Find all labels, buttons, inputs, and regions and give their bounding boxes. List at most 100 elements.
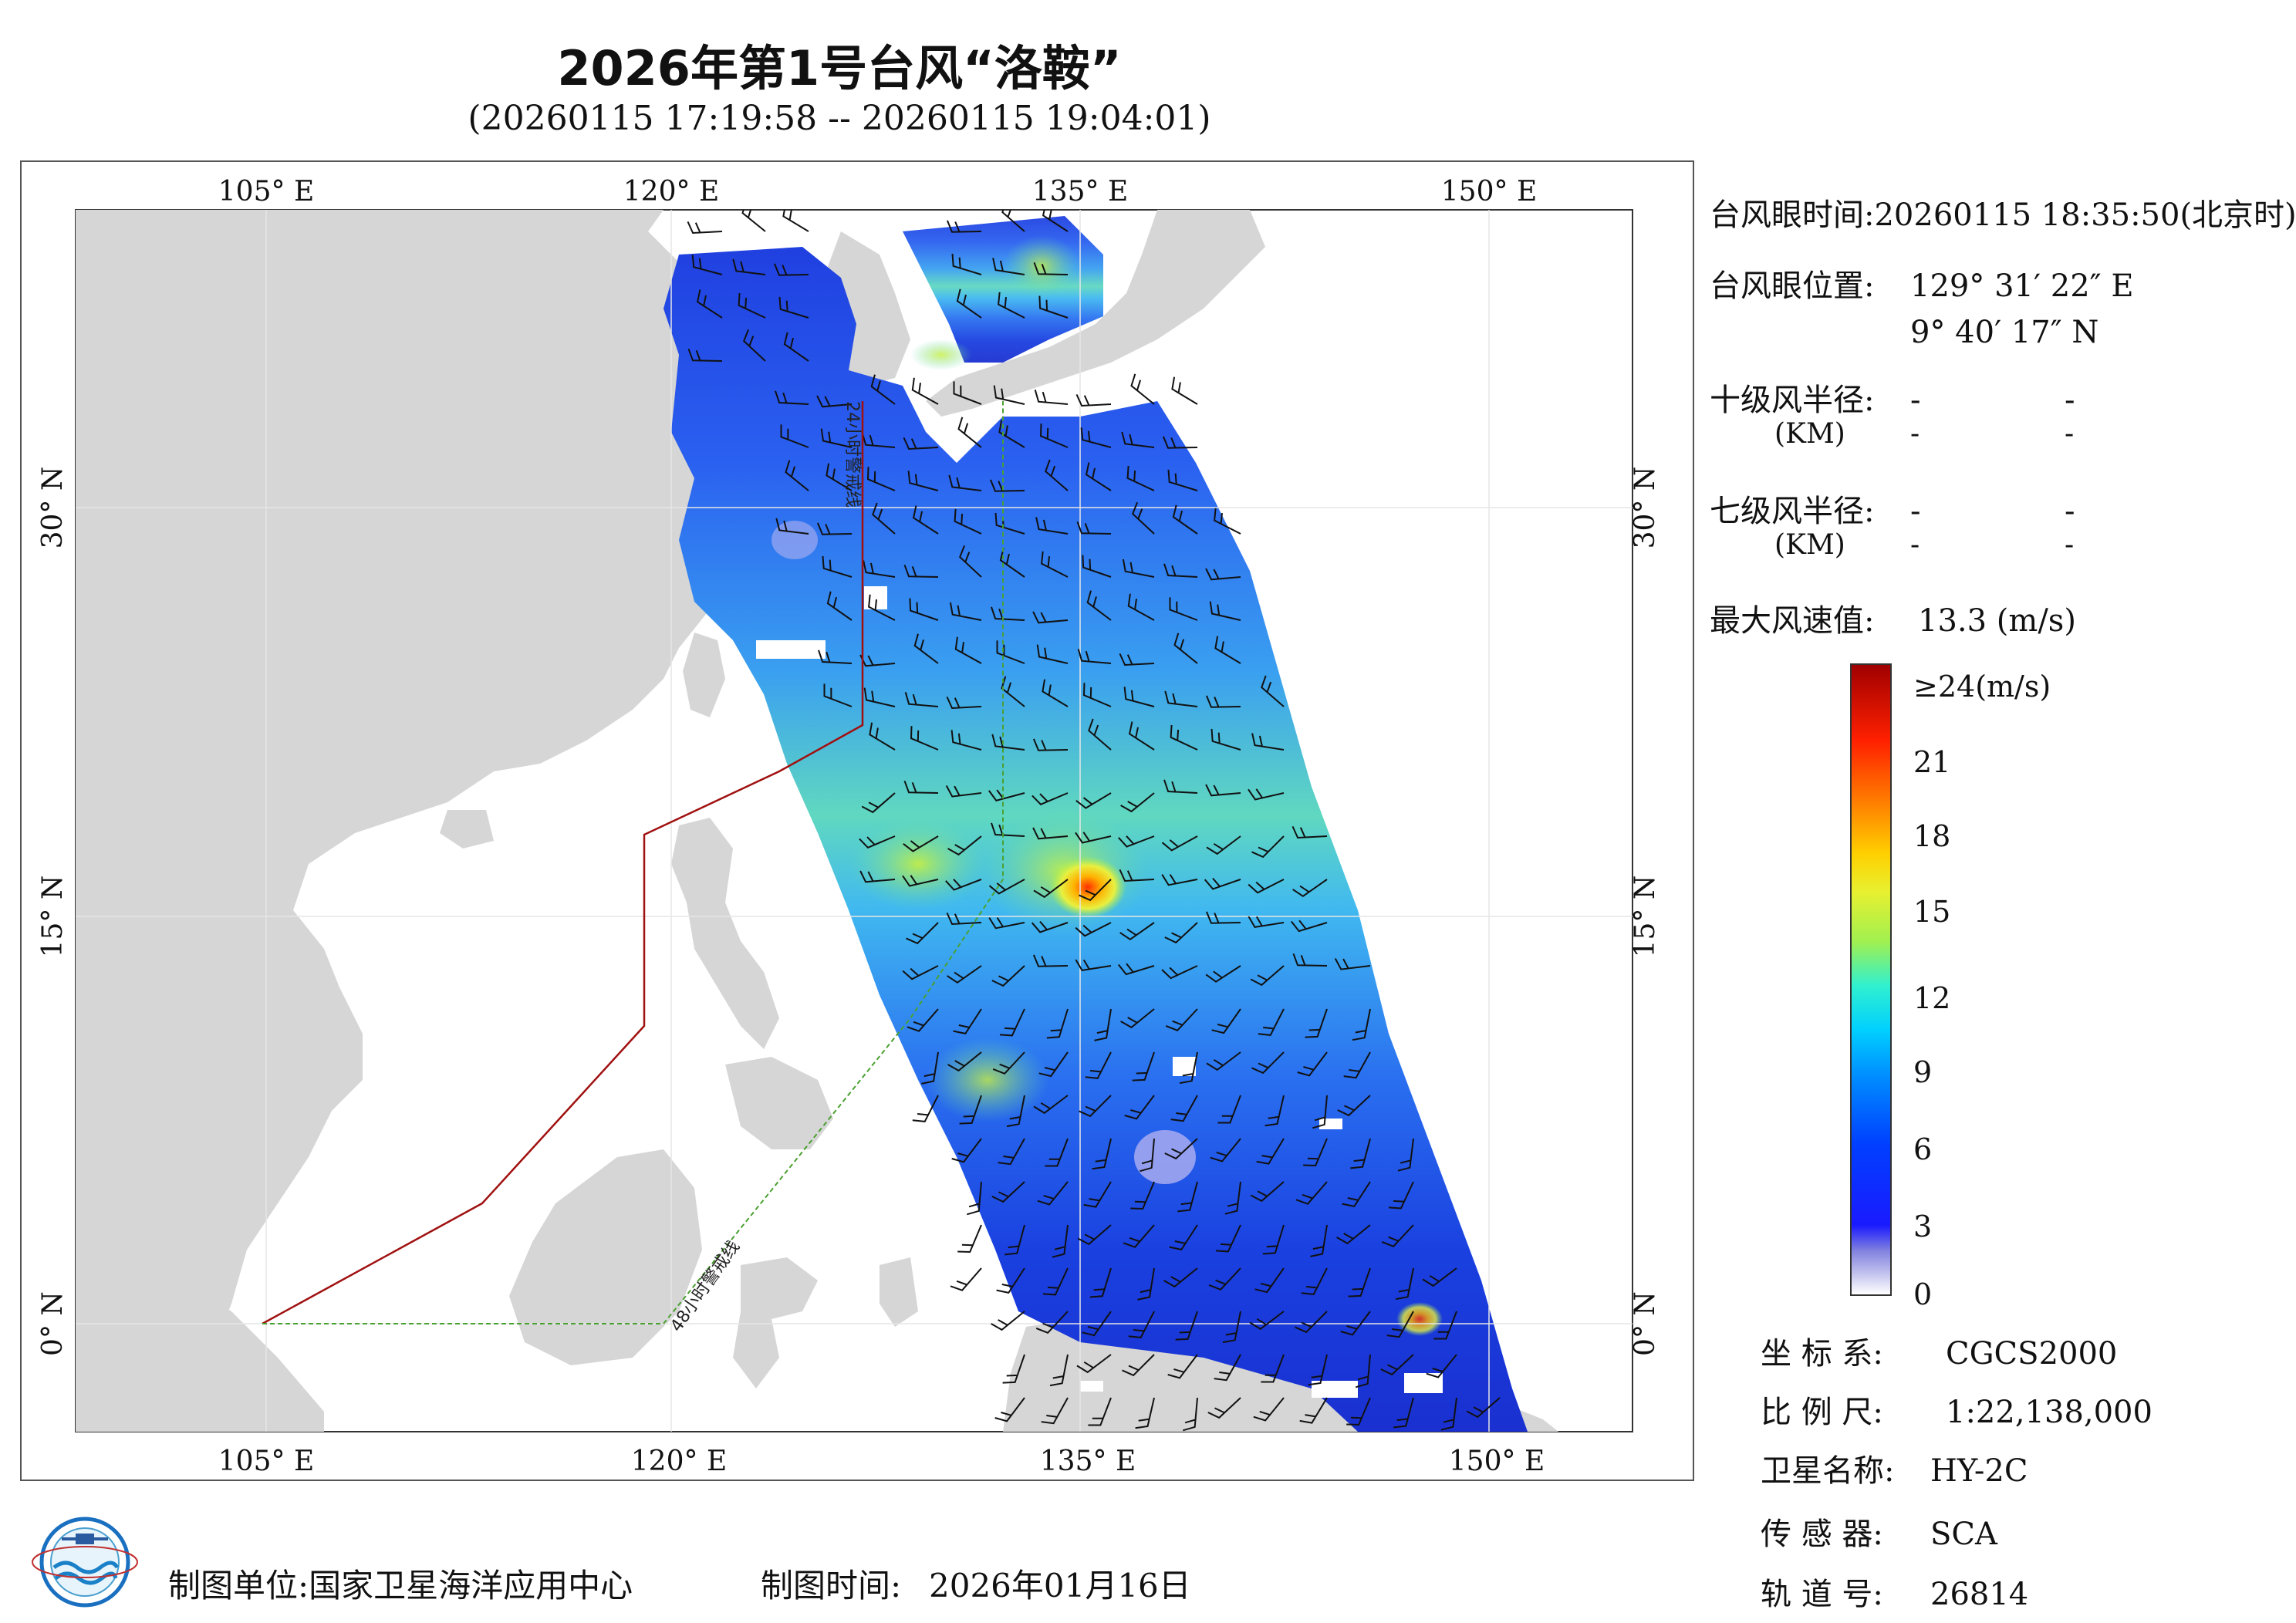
wind-barb [816,395,853,408]
wind-barb [1132,1051,1155,1081]
wind-barb [1035,1311,1069,1334]
wind-barb [1165,1008,1198,1031]
wind-barb [1082,1311,1112,1337]
wind-barb [1422,1267,1457,1287]
wind-barb [1205,965,1241,983]
wind-barb [988,917,1025,930]
wind-barb [1261,1354,1285,1383]
wind-barb [1297,1051,1328,1077]
satellite-value: HY-2C [1930,1453,2028,1489]
wind-barb [954,508,982,535]
wind-barb [1120,792,1155,813]
map-frame [20,160,1694,1481]
wind-barb [1466,1397,1501,1419]
wind-barb [1292,953,1328,967]
wind-barb [1254,1267,1285,1294]
wind-barb [1118,835,1155,848]
warning-line-48h [262,401,1004,1324]
wind-barb [1248,916,1285,928]
wind-barb [992,1051,1025,1075]
org-row: 制图单位:国家卫星海洋应用中心 [168,1560,633,1607]
wind-barb [1038,295,1069,319]
r10-value-3: - [1910,418,1920,450]
r10-value-4: - [2065,418,2075,450]
r10-row: 十级风半径: - - [1710,375,2075,420]
wind-barb [778,296,809,319]
wind-barb [1006,1095,1025,1128]
crs-label: 坐 标 系: [1761,1336,1883,1372]
wind-barb [1161,874,1198,886]
wind-barb [1164,1138,1198,1160]
wind-barb [946,220,982,233]
wind-barb [1132,501,1155,535]
wind-barb [1350,1138,1371,1169]
wind-barb [1251,733,1285,751]
wind-barb [1123,1224,1155,1248]
wind-barb [1042,1267,1069,1296]
wind-barb [1175,1311,1198,1341]
wind-barb [1088,718,1112,751]
wind-barb [1162,436,1198,449]
wind-barb [861,792,896,814]
scale-row: 比 例 尺: 1:22,138,000 [1761,1387,2152,1432]
wind-barb [1079,1095,1112,1118]
wind-barb [1124,1095,1155,1120]
wind-barb [783,332,809,362]
wind-barb [1381,1224,1414,1247]
wind-barb [1045,1138,1069,1167]
wind-barb [1295,1311,1328,1334]
wind-barb [1037,1181,1069,1206]
r10-unit: (KM) [1774,418,1845,450]
wind-barb [1292,825,1328,839]
wind-barb [1080,427,1112,448]
wind-barb [1312,1095,1328,1129]
wind-barb [903,437,939,450]
wind-barb [1250,965,1285,987]
wind-barb [863,687,896,707]
satellite-label: 卫星名称: [1761,1453,1895,1489]
wind-barb [1171,376,1198,405]
crs-row: 坐 标 系: CGCS2000 [1761,1328,2117,1373]
wind-barb [1032,792,1069,805]
wind-barb [953,1008,982,1035]
wind-barb [773,263,809,276]
wind-barb [991,734,1025,751]
wind-barb [1262,1224,1285,1255]
orbit-row: 轨 道 号: 26814 [1761,1569,2028,1614]
colorbar-label-15: 15 [1913,895,1951,929]
wind-barb [1295,1181,1328,1205]
wind-barb [1032,738,1069,751]
lon-tick-bottom-135: 135° E [1040,1446,1136,1477]
wind-barb [949,602,982,621]
wind-barb [957,417,982,448]
wind-barb [992,258,1025,275]
wind-barb [1001,210,1025,232]
wind-barb [1089,1267,1112,1298]
wind-barb [951,253,982,275]
lon-tick-top-105: 105° E [218,176,314,208]
wind-barb [1118,963,1155,976]
orbit-value: 26814 [1930,1577,2029,1612]
wind-barb [996,640,1025,664]
r7-value-4: - [2065,529,2075,561]
wind-barb [1336,1224,1371,1245]
lon-tick-bottom-150: 150° E [1449,1446,1545,1477]
wind-barb [1086,590,1112,621]
wind-barb [991,606,1025,621]
wind-barb [1128,1311,1155,1338]
wind-barb [1170,724,1198,751]
wind-barb [1075,922,1112,937]
wind-barb [903,835,939,852]
wind-barb [1033,262,1069,275]
wind-barb [1088,1397,1112,1426]
wind-barb [1204,877,1241,890]
wind-barb [1209,601,1241,621]
wind-barb [1256,1138,1285,1165]
wind-barb [991,1181,1025,1203]
wind-barb [998,292,1025,319]
wind-barb [1076,1354,1112,1374]
wind-barb [913,633,939,664]
wind-barb [950,1267,982,1291]
wind-barb [959,545,982,578]
colorbar-label-3: 3 [1913,1210,1933,1243]
